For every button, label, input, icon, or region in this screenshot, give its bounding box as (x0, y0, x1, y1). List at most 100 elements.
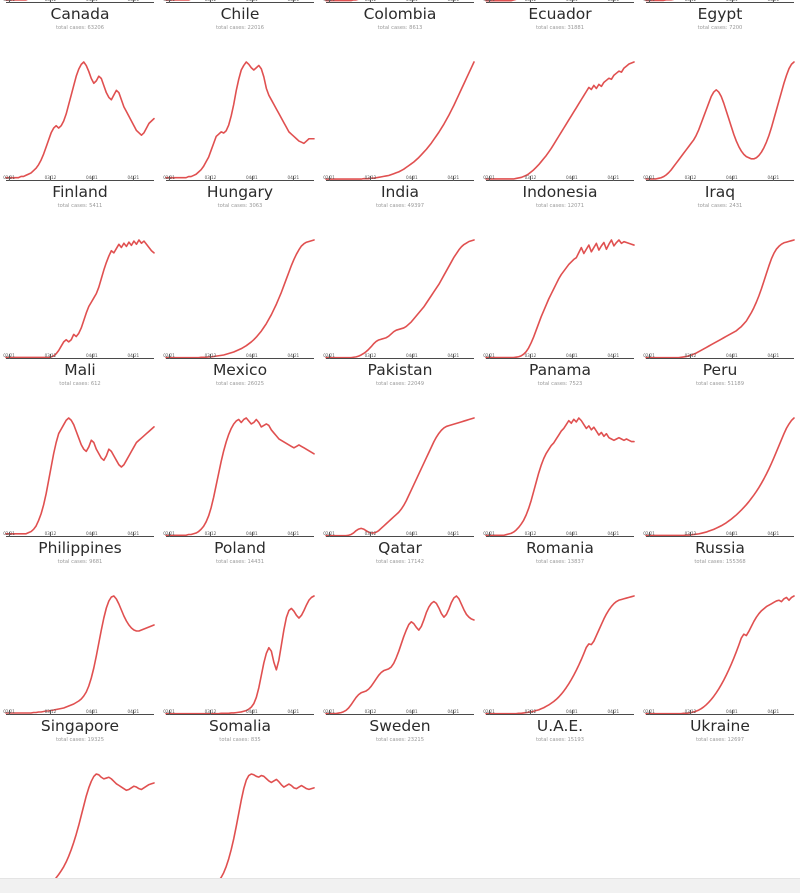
country-name: Hungary (160, 183, 320, 202)
case-curve-line (166, 418, 314, 535)
x-tick-label: 04/21 (128, 709, 140, 714)
x-tick-label: 03/12 (205, 531, 217, 536)
total-cases-label: total cases: 5411 (0, 203, 160, 210)
total-cases-label: total cases: 12697 (640, 737, 800, 744)
x-tick-label: 04/01 (406, 353, 418, 358)
country-name: Canada (0, 5, 160, 24)
x-tick-label: 04/01 (726, 709, 738, 714)
case-curve-plot (166, 58, 314, 180)
total-cases-label: total cases: 155368 (640, 559, 800, 566)
total-cases-label: total cases: 835 (160, 737, 320, 744)
x-tick-label: 04/01 (566, 175, 578, 180)
case-curve-line (486, 418, 634, 535)
x-tick-label: 02/21 (483, 531, 495, 536)
x-tick-label: 02/21 (3, 709, 15, 714)
country-name: Philippines (0, 539, 160, 558)
x-tick-label: 03/12 (45, 353, 57, 358)
total-cases-label: total cases: 23215 (320, 737, 480, 744)
x-tick-label: 02/21 (3, 0, 15, 2)
x-tick-label: 02/21 (643, 175, 655, 180)
case-curve-plot (486, 414, 634, 536)
x-tick-label: 04/21 (128, 353, 140, 358)
case-curve-plot (326, 58, 474, 180)
country-name: Finland (0, 183, 160, 202)
case-curve-plot (6, 770, 154, 878)
x-tick-label: 04/01 (406, 531, 418, 536)
x-tick-label: 04/21 (768, 353, 780, 358)
x-tick-label: 02/21 (483, 0, 495, 2)
country-name: Iraq (640, 183, 800, 202)
x-tick-label: 04/21 (288, 531, 300, 536)
total-cases-label: total cases: 63206 (0, 25, 160, 32)
x-tick-label: 04/01 (86, 531, 98, 536)
case-curve-line (646, 240, 794, 358)
case-curve-line (166, 62, 314, 178)
country-name: Peru (640, 361, 800, 380)
x-tick-label: 04/21 (768, 531, 780, 536)
x-tick-label: 04/01 (86, 709, 98, 714)
x-tick-label: 03/12 (45, 175, 57, 180)
country-name: Egypt (640, 5, 800, 24)
country-name: Chile (160, 5, 320, 24)
case-curve-line (646, 418, 794, 535)
x-tick-label: 02/21 (483, 353, 495, 358)
country-name: Ukraine (640, 717, 800, 736)
case-curve-line (166, 596, 314, 714)
x-tick-label: 04/21 (768, 0, 780, 2)
x-tick-label: 04/01 (246, 531, 258, 536)
case-curve-plot (486, 592, 634, 714)
x-tick-label: 02/21 (3, 531, 15, 536)
case-curve-plot (6, 236, 154, 358)
total-cases-label: total cases: 13837 (480, 559, 640, 566)
case-curve-plot (166, 414, 314, 536)
x-tick-label: 03/12 (365, 175, 377, 180)
x-tick-label: 04/21 (768, 175, 780, 180)
x-tick-label: 03/12 (685, 175, 697, 180)
x-tick-label: 04/01 (726, 531, 738, 536)
x-tick-label: 03/12 (685, 709, 697, 714)
country-name: Singapore (0, 717, 160, 736)
total-cases-label: total cases: 7523 (480, 381, 640, 388)
x-tick-label: 02/21 (323, 709, 335, 714)
x-tick-label: 04/21 (608, 531, 620, 536)
x-tick-label: 04/01 (406, 175, 418, 180)
x-tick-label: 02/21 (163, 531, 175, 536)
